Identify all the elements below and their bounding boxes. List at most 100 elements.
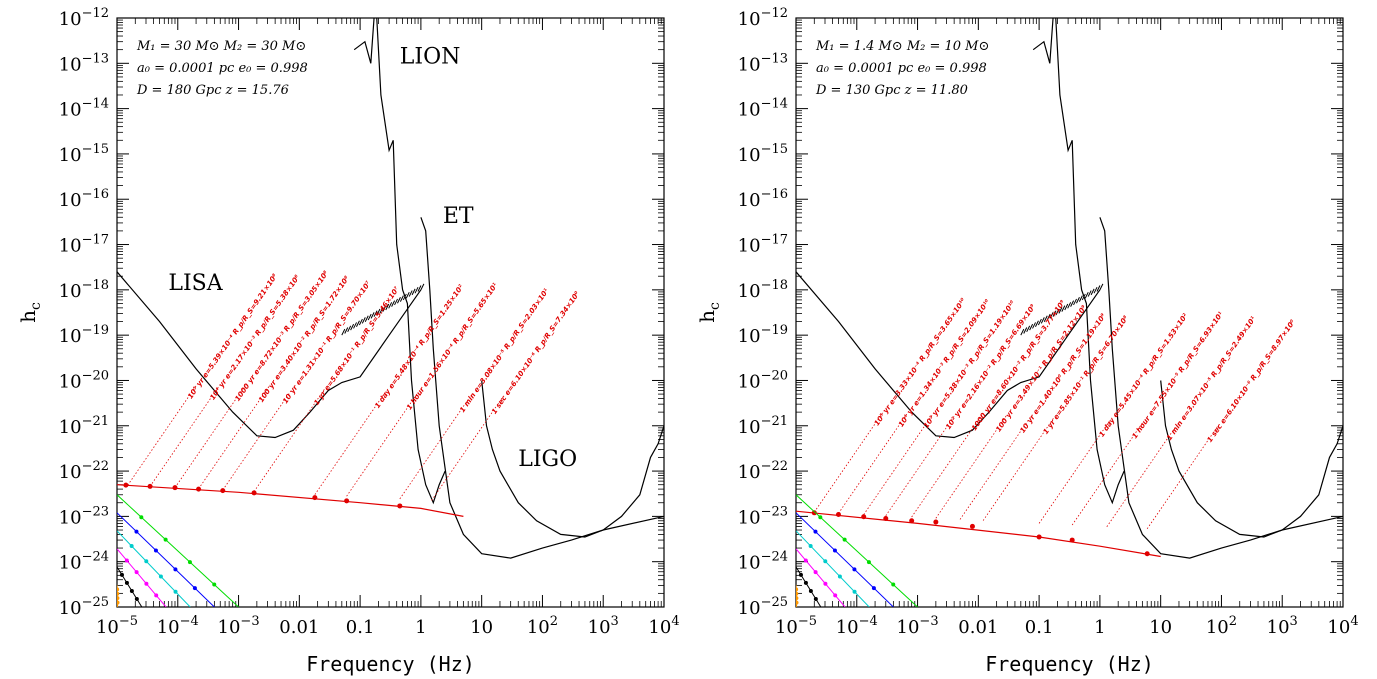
track-marker [861, 514, 867, 520]
inspiral-marker [144, 581, 149, 586]
chirp-segment [388, 302, 393, 309]
chirp-segment [1073, 298, 1077, 306]
chirp-segment [358, 318, 363, 326]
y-tick-label: 10−25 [59, 595, 109, 619]
track-marker [909, 518, 915, 524]
y-tick-label: 10−17 [738, 233, 788, 257]
inspiral-marker [129, 588, 134, 593]
y-tick-label: 10−22 [59, 459, 109, 483]
chirp-segment [1081, 293, 1086, 301]
series-lisa [117, 271, 422, 439]
inspiral-marker [212, 582, 217, 587]
inspiral-marker [833, 593, 838, 598]
evolution-label: 1 sec e=6.10×10⁻⁶ R_p/R_S=8.97×10⁰ [1206, 318, 1297, 444]
evolution-guide [1071, 420, 1145, 526]
series-lion [1032, 18, 1125, 505]
evolution-guide [174, 383, 247, 488]
x-tick-label: 10 [1149, 617, 1172, 638]
series-et [420, 217, 664, 559]
chirp-segment [1084, 292, 1089, 299]
inspiral-marker [842, 537, 847, 542]
track-marker [251, 490, 257, 496]
inspiral-marker [796, 600, 799, 605]
inspiral-marker [134, 596, 139, 601]
inspiral-marker [124, 558, 129, 563]
chirp-segment [370, 312, 375, 319]
chirp-segment [1052, 310, 1057, 317]
inspiral-marker [796, 596, 799, 601]
inspiral-marker [153, 548, 158, 553]
chirp-segment [364, 315, 369, 322]
chirp-segment [353, 322, 357, 329]
evolution-guide [911, 412, 984, 518]
chirp-segment [1076, 297, 1080, 304]
inspiral-marker [808, 544, 813, 549]
inspiral-curve [117, 530, 191, 607]
track-marker [933, 519, 939, 525]
evolution-guide [1106, 422, 1179, 527]
chirp-segment [402, 293, 407, 301]
inspiral-marker [813, 596, 818, 601]
y-tick-label: 10−13 [59, 51, 109, 75]
evolution-guide [813, 407, 887, 513]
param-line: M₁ = 1.4 M⊙ M₂ = 10 M⊙ [815, 39, 989, 54]
track-marker [1036, 534, 1042, 540]
evolution-guide [885, 411, 958, 516]
inspiral-marker [837, 574, 842, 579]
inspiral-marker [129, 544, 134, 549]
y-tick-label: 10−20 [738, 368, 788, 392]
chirp-segment [1099, 283, 1104, 291]
y-tick-label: 10−18 [59, 278, 109, 302]
y-tick-label: 10−25 [738, 595, 788, 619]
chirp-segment [1090, 288, 1095, 296]
chirp-segment [1078, 295, 1083, 302]
chirp-segment [376, 308, 381, 316]
x-tick-label: 1 [1094, 617, 1105, 638]
y-tick-label: 10−19 [59, 323, 109, 347]
inspiral-curve [117, 494, 239, 607]
x-tick-label: 10−5 [775, 614, 817, 638]
evolution-label: 100 yr e=3.40×10⁻² R_p/R_S=1.72×10⁸ [257, 275, 351, 404]
track-marker [835, 512, 841, 518]
evolution-guide [1146, 424, 1220, 530]
y-tick-label: 10−14 [59, 97, 109, 121]
inspiral-marker [163, 537, 168, 542]
x-tick-label: 104 [1327, 614, 1358, 638]
detector-label-ligo: LIGO [518, 447, 577, 472]
chirp-segment [373, 310, 378, 317]
evolution-guide [149, 382, 222, 487]
x-tick-label: 10−5 [96, 614, 138, 638]
evolution-guide [198, 384, 271, 490]
chirp-segment [1040, 317, 1045, 324]
y-tick-label: 10−12 [738, 6, 788, 30]
x-tick-label: 104 [648, 614, 679, 638]
inspiral-marker [144, 559, 149, 564]
chirp-segment [420, 283, 425, 291]
evolution-guide [253, 387, 326, 492]
param-line: a₀ = 0.0001 pc e₀ = 0.998 [816, 61, 987, 76]
chirp-segment [379, 307, 384, 314]
chirp-segment [1037, 318, 1042, 326]
x-axis-title: Frequency (Hz) [985, 652, 1154, 676]
y-tick-label: 10−24 [738, 550, 788, 574]
y-axis-title: hc [695, 302, 723, 323]
inspiral-marker [796, 587, 799, 592]
track-marker [397, 503, 403, 509]
chirp-segment [367, 313, 372, 321]
x-tick-label: 1 [415, 617, 426, 638]
inspiral-marker [119, 572, 124, 577]
inspiral-curve [796, 494, 918, 607]
inspiral-marker [803, 558, 808, 563]
chirp-segment [391, 300, 396, 307]
inspiral-marker [852, 567, 857, 572]
x-tick-label: 10−4 [157, 614, 199, 638]
inspiral-marker [832, 548, 837, 553]
inspiral-curve [117, 512, 215, 607]
detector-label-lisa: LISA [168, 271, 223, 296]
chirp-segment [1049, 312, 1054, 319]
evolution-guide [314, 390, 387, 495]
inspiral-marker [798, 572, 803, 577]
track-marker [344, 498, 350, 504]
chirp-segment [341, 328, 346, 336]
inspiral-marker [813, 570, 818, 575]
